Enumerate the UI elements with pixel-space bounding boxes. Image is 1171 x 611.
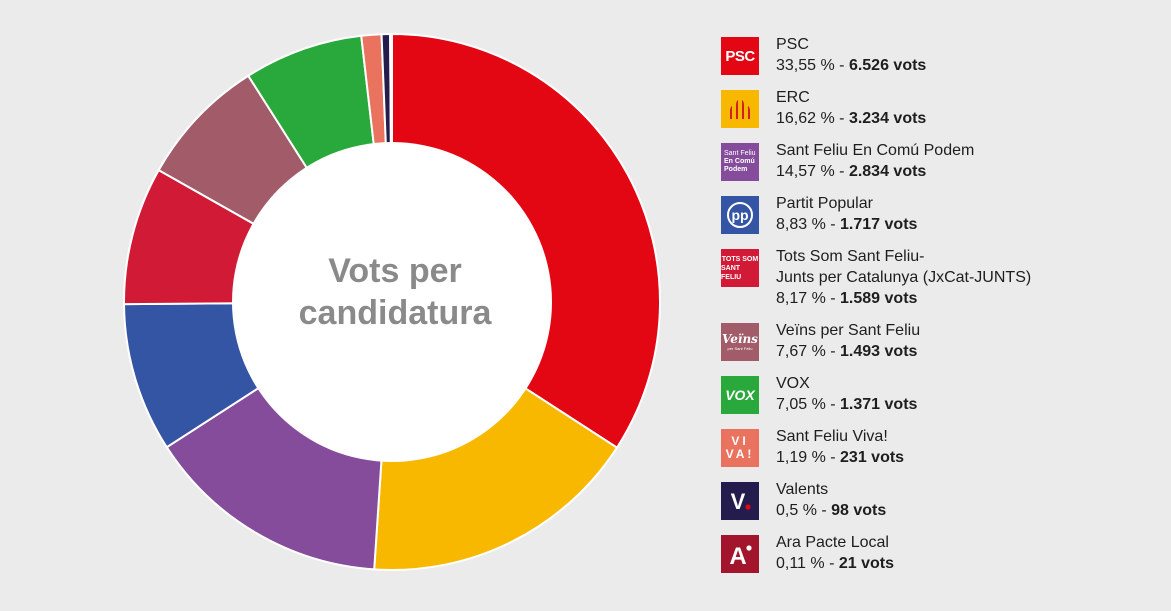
legend-text: Valents 0,5 % - 98 vots <box>776 479 886 521</box>
legend-label: Ara Pacte Local <box>776 534 889 551</box>
svg-text:pp: pp <box>731 207 748 223</box>
legend-stats: 0,5 % - 98 vots <box>776 500 886 521</box>
legend-stats: 14,57 % - 2.834 vots <box>776 161 974 182</box>
data-label-separator: - <box>834 163 849 180</box>
erc-stripes-logo <box>721 90 759 128</box>
legend-stats: 7,05 % - 1.371 vots <box>776 394 917 415</box>
legend-label: Sant Feliu Viva! <box>776 428 888 445</box>
legend-text: Sant Feliu En Comú Podem 14,57 % - 2.834 … <box>776 140 974 182</box>
legend-text: Partit Popular 8,83 % - 1.717 vots <box>776 193 917 235</box>
data-label-separator: - <box>825 290 841 307</box>
logo-text-line: En Comú <box>724 158 755 165</box>
data-label-votes: 1.717 vots <box>840 216 918 233</box>
data-label-percent: 14,57 % <box>776 163 835 180</box>
legend-text: ERC 16,62 % - 3.234 vots <box>776 87 926 129</box>
legend-stats: 0,11 % - 21 vots <box>776 553 894 574</box>
data-label-separator: - <box>834 110 849 127</box>
legend-stats: 7,67 % - 1.493 vots <box>776 341 920 362</box>
legend-label: Sant Feliu En Comú Podem <box>776 142 975 159</box>
chart-title-line-1: Vots per <box>328 252 462 290</box>
data-label-percent: 8,83 % <box>776 216 826 233</box>
data-label-percent: 0,5 % <box>776 502 817 519</box>
logo-text-line: per Sant Feliu <box>727 346 753 351</box>
data-label-separator: - <box>816 502 832 519</box>
chart-title: Vots per candidatura <box>255 250 535 334</box>
logo-text-line: VI <box>731 434 749 448</box>
data-label-votes: 231 vots <box>840 449 905 466</box>
logo-text-line: Veïns <box>722 332 758 346</box>
ara-pacte-logo: A <box>721 535 759 573</box>
pp-logo: pp <box>721 196 759 234</box>
logo-text-line: Podem <box>724 166 748 173</box>
legend-label: Veïns per Sant Feliu <box>776 322 921 339</box>
data-label-separator: - <box>834 57 849 74</box>
veins-logo: Veïns per Sant Feliu <box>721 323 759 361</box>
chart-title-line-2: candidatura <box>298 294 492 332</box>
data-label-votes: 3.234 vots <box>848 110 927 127</box>
legend-stats: 33,55 % - 6.526 vots <box>776 55 926 76</box>
data-label-separator: - <box>825 216 841 233</box>
legend-label: PSC <box>776 36 809 53</box>
viva-logo: VI VA! <box>721 429 759 467</box>
comu-podem-logo: Sant Feliu En Comú Podem <box>721 143 759 181</box>
data-label-votes: 6.526 vots <box>848 57 927 74</box>
data-label-percent: 8,17 % <box>776 290 826 307</box>
legend-label: Junts per Catalunya (JxCat-JUNTS) <box>776 269 1032 286</box>
legend-text: Ara Pacte Local 0,11 % - 21 vots <box>776 532 894 574</box>
logo-text-line: SANT FELIU <box>721 264 742 281</box>
svg-text:V: V <box>731 489 746 514</box>
data-label-percent: 0,11 % <box>776 555 825 572</box>
legend-text: PSC 33,55 % - 6.526 vots <box>776 34 926 76</box>
vox-logo: VOX <box>721 376 759 414</box>
data-label-votes: 1.493 vots <box>840 343 918 360</box>
data-label-votes: 98 vots <box>831 502 887 519</box>
data-label-separator: - <box>824 555 839 572</box>
legend-stats: 1,19 % - 231 vots <box>776 447 904 468</box>
legend-stats: 8,83 % - 1.717 vots <box>776 214 917 235</box>
legend-text: Sant Feliu Viva! 1,19 % - 231 vots <box>776 426 904 468</box>
data-label-separator: - <box>825 396 841 413</box>
data-label-votes: 1.589 vots <box>840 290 918 307</box>
data-label-percent: 1,19 % <box>776 449 826 466</box>
logo-text-line: VA! <box>725 447 755 461</box>
data-label-votes: 2.834 vots <box>848 163 927 180</box>
legend-label: Partit Popular <box>776 195 873 212</box>
data-label-percent: 33,55 % <box>776 57 835 74</box>
legend-label: Tots Som Sant Feliu- <box>776 248 925 265</box>
legend-label: VOX <box>776 375 810 392</box>
psc-rose-logo: PSC <box>721 37 759 75</box>
legend-stats: 16,62 % - 3.234 vots <box>776 108 926 129</box>
data-label-percent: 7,05 % <box>776 396 826 413</box>
legend-label: ERC <box>776 89 810 106</box>
data-label-votes: 21 vots <box>838 555 894 572</box>
legend-text: VOX 7,05 % - 1.371 vots <box>776 373 917 415</box>
data-label-separator: - <box>825 449 841 466</box>
donut-hole <box>232 142 552 462</box>
legend-stats: 8,17 % - 1.589 vots <box>776 288 1031 309</box>
data-label-percent: 16,62 % <box>776 110 835 127</box>
svg-text:A: A <box>729 543 746 569</box>
tots-som-logo: TOTS SOM SANT FELIU <box>721 249 759 287</box>
logo-text-line: TOTS SOM <box>721 255 759 263</box>
logo-text-line: Sant Feliu <box>724 150 756 157</box>
legend-label: Valents <box>776 481 829 498</box>
valents-logo: V <box>721 482 759 520</box>
legend-text: Veïns per Sant Feliu 7,67 % - 1.493 vots <box>776 320 920 362</box>
data-label-separator: - <box>825 343 841 360</box>
data-label-percent: 7,67 % <box>776 343 826 360</box>
legend-text: Tots Som Sant Feliu- Junts per Catalunya … <box>776 246 1031 309</box>
data-label-votes: 1.371 vots <box>840 396 918 413</box>
